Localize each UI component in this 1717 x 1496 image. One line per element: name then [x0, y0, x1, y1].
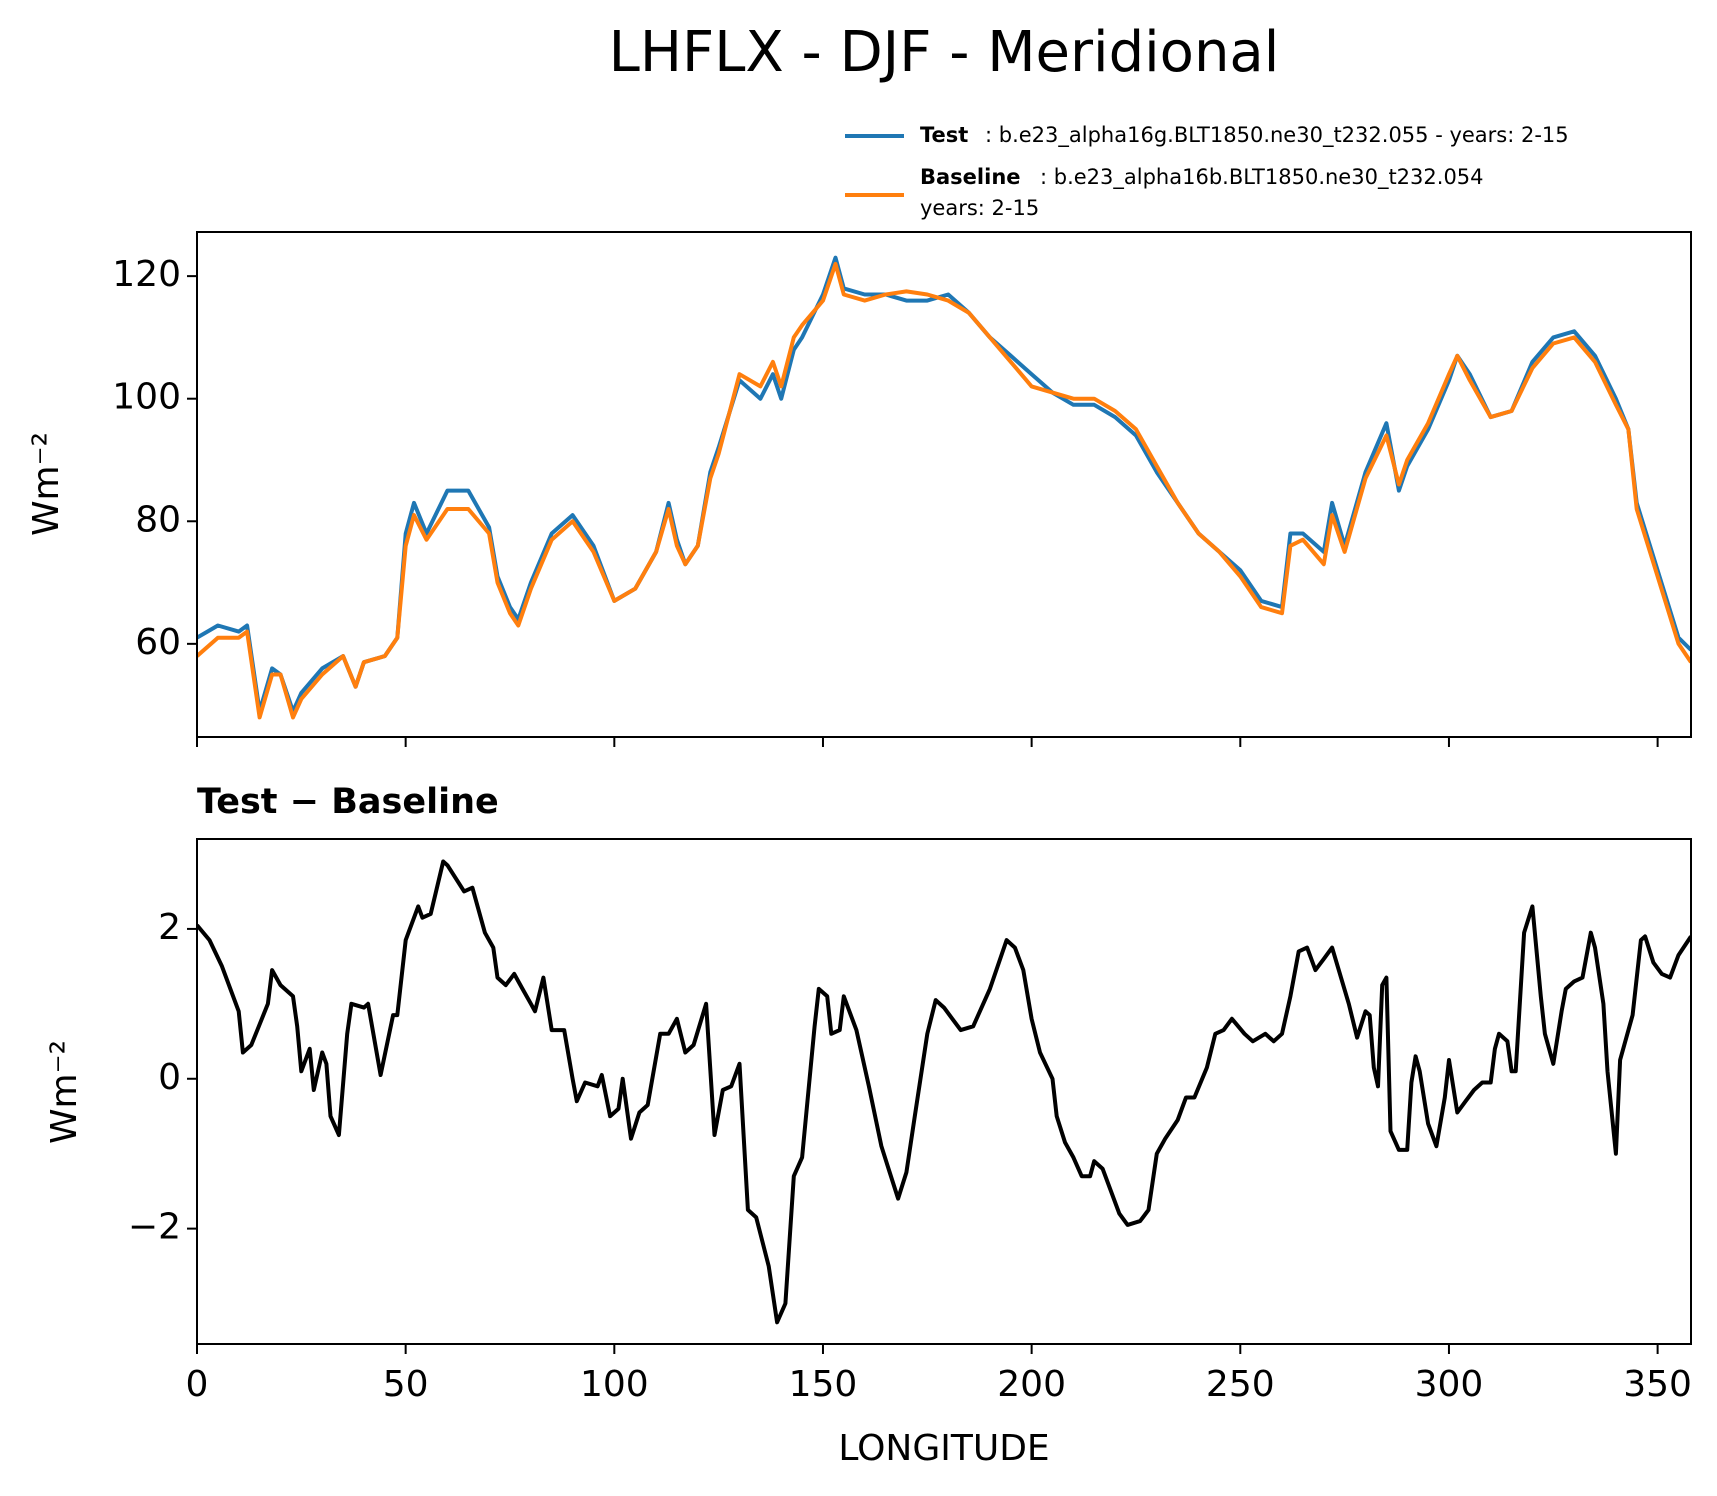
subplot-title: Test − Baseline	[197, 782, 499, 822]
x-tick-label: 150	[789, 1364, 858, 1405]
x-tick-label: 50	[383, 1364, 429, 1405]
y-tick-label: 100	[112, 377, 181, 418]
legend: Test : b.e23_alpha16g.BLT1850.ne30_t232.…	[845, 123, 1569, 220]
x-tick-label: 200	[997, 1364, 1066, 1405]
y-tick-label: 2	[158, 907, 181, 948]
y-tick-label: −2	[128, 1207, 181, 1248]
data-line	[197, 261, 1691, 720]
plot-frame	[196, 231, 1692, 738]
x-tick-label: 0	[186, 1364, 209, 1405]
x-tick-label: 350	[1623, 1364, 1692, 1405]
y-tick-label: 60	[135, 622, 181, 663]
chart-title: LHFLX - DJF - Meridional	[609, 20, 1280, 85]
x-tick-label: 250	[1206, 1364, 1275, 1405]
legend-label: Test	[920, 123, 968, 147]
legend-run: : b.e23_alpha16g.BLT1850.ne30_t232.055 -…	[985, 123, 1569, 148]
x-tick-label: 300	[1415, 1364, 1484, 1405]
y-tick-label: 0	[158, 1057, 181, 1098]
y-tick-label: 120	[112, 254, 181, 295]
y-tick-label: 80	[135, 499, 181, 540]
plot-frame	[196, 838, 1692, 1345]
x-axis-label: LONGITUDE	[838, 1428, 1049, 1469]
legend-run: years: 2-15	[920, 196, 1039, 220]
y-axis-label: Wm⁻²	[26, 432, 67, 536]
data-line	[197, 859, 1691, 1325]
y-axis-label: Wm⁻²	[44, 1040, 85, 1144]
legend-label: Baseline	[920, 165, 1021, 189]
data-line	[197, 255, 1691, 714]
x-tick-label: 100	[580, 1364, 649, 1405]
legend-run: : b.e23_alpha16b.BLT1850.ne30_t232.054	[1040, 165, 1484, 190]
